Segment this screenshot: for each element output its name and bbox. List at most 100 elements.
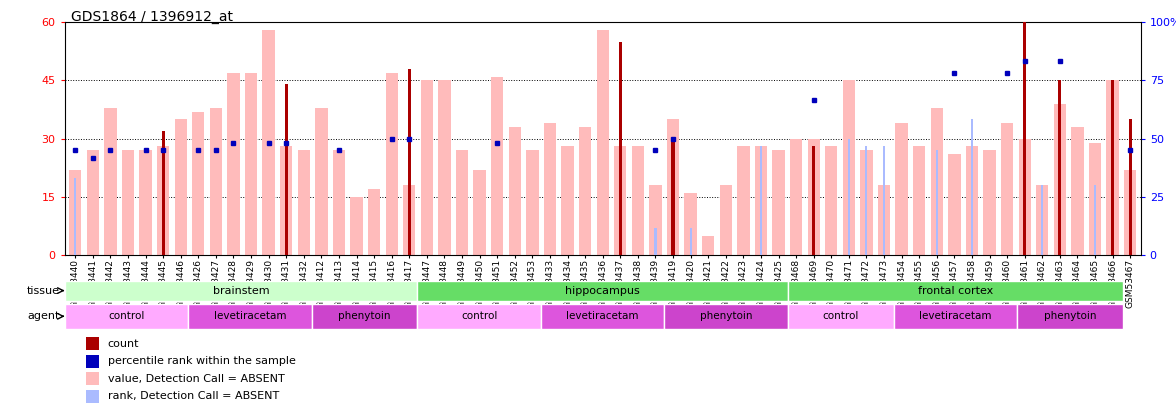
Bar (65, 304, 188, 329)
Bar (280, 147, 293, 255)
Bar (894, 304, 1017, 329)
Bar (1089, 143, 1101, 255)
Bar (671, 139, 675, 255)
Bar (720, 185, 731, 255)
Bar (417, 281, 788, 301)
Bar (421, 81, 433, 255)
Bar (333, 150, 345, 255)
Bar (1058, 81, 1062, 255)
Bar (866, 147, 868, 255)
Bar (227, 73, 240, 255)
Bar (561, 147, 574, 255)
Bar (808, 139, 820, 255)
Bar (788, 304, 894, 329)
Bar (86, 337, 99, 350)
Bar (408, 69, 410, 255)
Bar (509, 127, 521, 255)
Bar (895, 123, 908, 255)
Bar (1054, 104, 1065, 255)
Bar (619, 42, 622, 255)
Bar (74, 177, 76, 255)
Bar (813, 147, 815, 255)
Bar (788, 281, 1123, 301)
Bar (971, 119, 973, 255)
Bar (105, 108, 116, 255)
Bar (69, 170, 81, 255)
Bar (654, 228, 656, 255)
Text: brainstem: brainstem (213, 286, 269, 296)
Bar (684, 193, 696, 255)
Bar (883, 147, 886, 255)
Bar (1071, 127, 1083, 255)
Bar (350, 197, 362, 255)
Text: levetiracetam: levetiracetam (920, 311, 991, 321)
Bar (760, 147, 762, 255)
Bar (161, 131, 165, 255)
Bar (417, 304, 541, 329)
Bar (492, 77, 503, 255)
Text: control: control (461, 311, 497, 321)
Bar (826, 147, 837, 255)
Bar (755, 147, 767, 255)
Bar (315, 108, 328, 255)
Bar (403, 185, 415, 255)
Bar (209, 108, 222, 255)
Bar (285, 84, 288, 255)
Bar (65, 281, 417, 301)
Bar (1124, 170, 1136, 255)
Bar (312, 304, 417, 329)
Bar (1017, 304, 1123, 329)
Bar (843, 81, 855, 255)
Bar (737, 147, 749, 255)
Bar (298, 150, 310, 255)
Text: hippocampus: hippocampus (566, 286, 640, 296)
Bar (596, 30, 609, 255)
Bar (174, 119, 187, 255)
Bar (140, 150, 152, 255)
Text: phenytoin: phenytoin (1044, 311, 1096, 321)
Bar (1094, 185, 1096, 255)
Bar (368, 189, 380, 255)
Bar (689, 228, 691, 255)
Text: frontal cortex: frontal cortex (918, 286, 993, 296)
Text: percentile rank within the sample: percentile rank within the sample (108, 356, 295, 367)
Bar (1001, 123, 1014, 255)
Bar (702, 236, 714, 255)
Bar (86, 355, 99, 368)
Bar (87, 150, 99, 255)
Text: tissue: tissue (26, 286, 59, 296)
Bar (632, 147, 644, 255)
Bar (1111, 81, 1114, 255)
Bar (474, 170, 486, 255)
Bar (526, 150, 539, 255)
Bar (667, 119, 680, 255)
Bar (541, 304, 664, 329)
Bar (983, 150, 996, 255)
Bar (1129, 119, 1131, 255)
Bar (1041, 185, 1043, 255)
Bar (614, 147, 627, 255)
Bar (456, 150, 468, 255)
Bar (1107, 81, 1118, 255)
Bar (965, 147, 978, 255)
Bar (579, 127, 592, 255)
Text: GDS1864 / 1396912_at: GDS1864 / 1396912_at (71, 10, 233, 24)
Text: value, Detection Call = ABSENT: value, Detection Call = ABSENT (108, 374, 285, 384)
Text: agent: agent (27, 311, 59, 321)
Bar (188, 304, 312, 329)
Bar (930, 108, 943, 255)
Bar (664, 304, 788, 329)
Bar (773, 150, 784, 255)
Text: control: control (108, 311, 145, 321)
Text: count: count (108, 339, 139, 349)
Bar (439, 81, 450, 255)
Bar (192, 111, 205, 255)
Text: control: control (823, 311, 858, 321)
Bar (386, 73, 397, 255)
Bar (848, 139, 850, 255)
Text: phenytoin: phenytoin (339, 311, 390, 321)
Text: rank, Detection Call = ABSENT: rank, Detection Call = ABSENT (108, 391, 279, 401)
Bar (156, 147, 169, 255)
Text: levetiracetam: levetiracetam (214, 311, 286, 321)
Bar (1018, 139, 1031, 255)
